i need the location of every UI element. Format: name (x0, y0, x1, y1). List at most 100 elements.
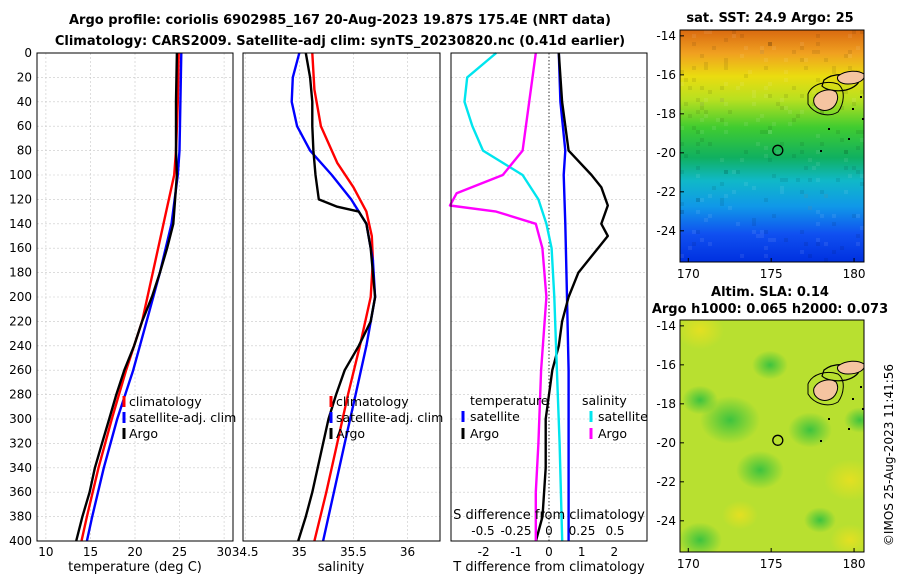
series-line-argo (297, 52, 377, 542)
sst-pixel (764, 94, 768, 98)
sst-pixel (784, 178, 788, 182)
sst-pixel (728, 110, 732, 114)
depth-tick-labels: 0 20 40 60 80 100 120 140 160 180 200 220 240 260 280 3… (9, 46, 32, 548)
t-difference-xlabel: T difference from climatology (452, 560, 645, 575)
sla-map-title: Altim. SLA: 0.14 (711, 285, 829, 300)
sst-pixel (692, 242, 696, 246)
viti-levu-island (813, 379, 839, 401)
s-difference-tick-labels: -0.5 -0.25 0 0.25 0.5 (471, 524, 624, 538)
islet (872, 74, 874, 76)
sla-patch (736, 450, 784, 490)
sst-pixel (692, 34, 696, 38)
sst-pixel (696, 210, 700, 214)
sst-pixel (764, 146, 768, 150)
sst-pixel (816, 150, 820, 154)
sst-pixel (760, 50, 764, 54)
figure-title-line1: Argo profile: coriolis 6902985_167 20-Au… (69, 13, 611, 28)
sst-pixel (692, 42, 696, 46)
sst-pixel (816, 210, 820, 214)
series-line-s-argo (448, 52, 548, 541)
series-line-t-argo (534, 52, 609, 542)
sst-pixel (760, 130, 764, 134)
sst-pixel (768, 42, 772, 46)
sst-pixel (800, 150, 804, 154)
islet (828, 128, 830, 130)
sst-pixel (816, 222, 820, 226)
sst-pixel (832, 250, 836, 254)
islet (848, 138, 850, 140)
sst-pixel (852, 98, 856, 102)
sst-pixel (768, 130, 772, 134)
sla-map-panel: Altim. SLA: 0.14 Argo h1000: 0.065 h2000… (652, 285, 888, 571)
islet (868, 70, 870, 72)
sst-pixel (856, 242, 860, 246)
legend-label-t-satellite: satellite (470, 409, 520, 424)
islet (868, 360, 870, 362)
sst-pixel (684, 154, 688, 158)
salinity-grid (243, 52, 440, 542)
sla-patch (824, 459, 864, 501)
lat-tick-label: -18 (656, 397, 676, 411)
difference-panel: -2 -1 0 1 2 S difference from climatology -0… (448, 52, 648, 575)
sst-pixel (772, 174, 776, 178)
sst-pixel (792, 118, 796, 122)
sst-pixel (832, 66, 836, 70)
sst-pixel (704, 110, 708, 114)
lat-tick-label: -14 (656, 29, 676, 43)
sst-pixel (860, 182, 864, 186)
sst-map-frame (679, 29, 865, 263)
sst-pixel (780, 190, 784, 194)
sst-pixel (692, 66, 696, 70)
sst-pixel (800, 110, 804, 114)
lat-tick-label: -14 (656, 319, 676, 333)
sst-pixel (688, 246, 692, 250)
series-line-t-satellite (557, 52, 570, 541)
sst-pixel (768, 82, 772, 86)
sst-pixel (792, 154, 796, 158)
sst-pixel (708, 90, 712, 94)
depth-tick-label: 40 (17, 95, 32, 109)
depth-tick-label: 100 (9, 168, 32, 182)
sst-pixel (756, 142, 760, 146)
sst-pixel (680, 254, 684, 258)
sst-pixel (820, 142, 824, 146)
sst-pixel (804, 194, 808, 198)
sla-patch (722, 500, 758, 530)
salinity-axes-frame (242, 52, 441, 542)
temperature-series (75, 52, 183, 542)
sst-pixel (784, 238, 788, 242)
depth-tick-label: 240 (9, 339, 32, 353)
vanua-levu-island (837, 360, 864, 375)
sst-pixel (688, 86, 692, 90)
sst-pixel (760, 234, 764, 238)
legend-label-climatology: climatology (336, 394, 409, 409)
salinity-xlabel: salinity (318, 560, 365, 575)
sst-pixel (800, 250, 804, 254)
series-line-satellite-adj-clim (85, 52, 183, 542)
sst-pixel (756, 234, 760, 238)
sst-pixel (704, 98, 708, 102)
sst-pixel (824, 194, 828, 198)
sla-patch (682, 385, 718, 415)
depth-tick-label: 220 (9, 314, 32, 328)
sst-pixel (720, 182, 724, 186)
sst-pixel (816, 238, 820, 242)
argo-float-marker (772, 144, 784, 156)
sst-map-panel: sat. SST: 24.9 Argo: 25 170 175 180 -14 -16… (656, 11, 874, 281)
islet (870, 90, 872, 92)
islet (828, 418, 830, 420)
sst-pixel (796, 114, 800, 118)
sst-pixel (752, 186, 756, 190)
x-tick-label: -2 (478, 545, 490, 559)
imos-credit: ©IMOS 25-Aug-2023 11:41:56 (882, 364, 896, 546)
sst-pixel (848, 34, 852, 38)
sst-pixel (816, 50, 820, 54)
sst-pixel (812, 106, 816, 110)
islet (862, 118, 864, 120)
lat-tick-label: -20 (656, 436, 676, 450)
x-tick-label: 1 (578, 545, 586, 559)
argo-float-marker (772, 434, 784, 446)
legend-label-climatology: climatology (129, 394, 202, 409)
sst-pixel (844, 54, 848, 58)
sst-pixel (688, 114, 692, 118)
